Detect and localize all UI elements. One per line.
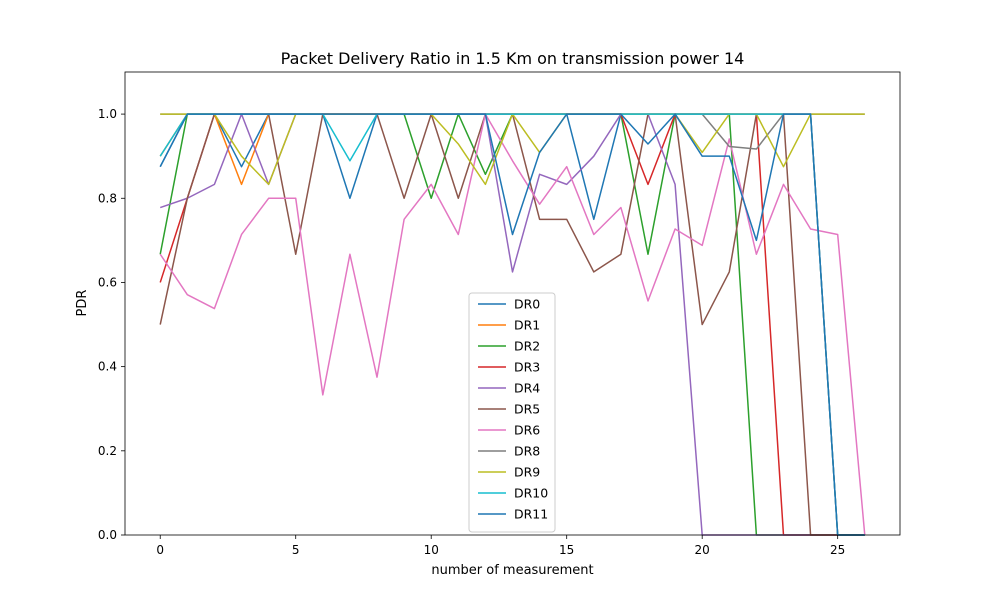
series-line-dr6 [159, 113, 866, 536]
legend-label-dr9: DR9 [514, 465, 540, 480]
legend-label-dr5: DR5 [514, 402, 540, 417]
y-axis-label: PDR [75, 290, 90, 317]
legend-label-dr8: DR8 [514, 444, 540, 459]
x-tick-label: 20 [695, 543, 710, 557]
legend-label-dr2: DR2 [514, 339, 540, 354]
x-tick-label: 5 [292, 543, 300, 557]
x-tick-label: 15 [559, 543, 574, 557]
y-tick-label: 0.0 [98, 528, 117, 542]
legend-label-dr6: DR6 [514, 423, 540, 438]
x-tick-label: 25 [830, 543, 845, 557]
plot-area: 0 5 10 15 20 25 0.0 0.2 0.4 0.6 0.8 1.0 DR0 DR1 DR2 DR3… [98, 71, 901, 557]
legend-label-dr4: DR4 [514, 381, 540, 396]
y-tick-label: 0.8 [98, 191, 117, 205]
legend-label-dr11: DR11 [514, 507, 548, 522]
legend-label-dr3: DR3 [514, 360, 540, 375]
y-tick-label: 0.6 [98, 275, 117, 289]
x-tick-label: 0 [156, 543, 164, 557]
y-tick-label: 0.2 [98, 444, 117, 458]
legend-label-dr1: DR1 [514, 318, 540, 333]
x-axis-label: number of measurement [431, 563, 593, 578]
legend-label-dr0: DR0 [514, 297, 540, 312]
series-line-dr11 [159, 113, 865, 536]
legend-label-dr10: DR10 [514, 486, 548, 501]
axes-frame [124, 71, 901, 536]
y-tick-label: 1.0 [98, 107, 117, 121]
y-tick-label: 0.4 [98, 360, 117, 374]
x-tick-label: 10 [424, 543, 439, 557]
chart-title: Packet Delivery Ratio in 1.5 Km on trans… [281, 49, 745, 68]
